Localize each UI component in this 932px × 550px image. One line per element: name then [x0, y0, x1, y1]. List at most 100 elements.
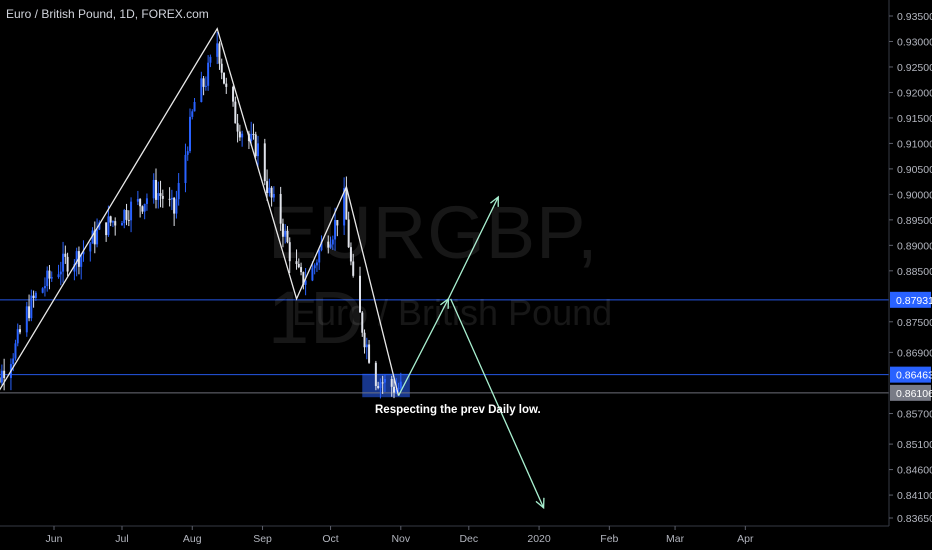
candle-body — [200, 78, 203, 103]
candle-body — [300, 267, 303, 273]
time-tick-label: Aug — [183, 533, 202, 545]
candle-body — [28, 306, 31, 319]
candle-body — [139, 199, 142, 207]
candle-body — [311, 268, 314, 281]
candle-body — [0, 370, 3, 383]
candle-body — [263, 143, 266, 182]
candle-body — [64, 253, 67, 257]
candle-body — [381, 382, 384, 384]
candle-body — [320, 241, 323, 251]
candle-body — [268, 187, 271, 194]
candle-body — [48, 270, 51, 279]
watermark-symbol: EURGBP, 1D — [268, 191, 599, 359]
candle-body — [0, 377, 1, 383]
candle-body — [93, 230, 96, 245]
candle-body — [368, 344, 371, 363]
candle-body — [186, 151, 189, 155]
candle-body — [14, 343, 17, 359]
candle-body — [270, 187, 273, 198]
candle-body — [225, 83, 228, 87]
price-tick-label: 0.93500 — [897, 11, 932, 23]
price-label-box — [890, 291, 931, 308]
candle-body — [363, 332, 366, 348]
candle-body — [127, 219, 130, 221]
candle-body — [145, 198, 148, 204]
candle-body — [209, 56, 212, 63]
drawing-layer — [0, 27, 545, 510]
arrowhead-up-icon — [490, 195, 499, 207]
price-axis: 0.93500 0.93000 0.92500 0.92000 0.91500 0.910… — [888, 0, 932, 526]
candle-body — [202, 78, 205, 87]
candle-body — [159, 193, 162, 196]
candle-body — [130, 201, 133, 221]
price-label: 0.86463 — [896, 370, 932, 382]
price-tick-label: 0.89000 — [897, 240, 932, 252]
candle-body — [57, 274, 60, 278]
price-tick-label: 0.90000 — [897, 189, 932, 201]
price-tick-label: 0.89500 — [897, 215, 932, 227]
time-tick-label: Apr — [737, 533, 754, 545]
candle-body — [302, 272, 305, 285]
candle-body — [155, 179, 157, 200]
candle-body — [170, 197, 173, 200]
candle-body — [207, 62, 210, 86]
candle-body — [143, 203, 146, 212]
candle-body — [365, 344, 368, 348]
candle-body — [347, 219, 350, 248]
time-tick-label: Nov — [391, 533, 410, 545]
candle-body — [66, 256, 69, 272]
chart-title: Euro / British Pound, 1D, FOREX.com — [6, 7, 209, 21]
candle-body — [105, 222, 108, 236]
candlestick-series — [0, 31, 402, 399]
candle-body — [173, 197, 176, 214]
candle-body — [3, 370, 6, 378]
candle-body — [141, 206, 144, 212]
candle-body — [125, 210, 128, 220]
time-tick-label: Sep — [253, 533, 272, 545]
candle-body — [136, 199, 139, 202]
price-label: 0.87931 — [896, 295, 932, 307]
candle-body — [46, 270, 49, 287]
time-tick-label: Oct — [322, 533, 338, 545]
candle-body — [41, 288, 44, 293]
candle-body — [62, 253, 65, 272]
candle-body — [89, 243, 92, 252]
candle-body — [272, 193, 275, 198]
price-tick-label: 0.92000 — [897, 87, 932, 99]
candle-body — [32, 295, 35, 299]
candle-body — [397, 388, 400, 390]
candle-body — [80, 254, 83, 267]
watermark-name: Euro / British Pound — [292, 292, 613, 333]
candle-body — [352, 261, 355, 276]
candle-body — [393, 386, 395, 393]
price-tick-label: 0.88500 — [897, 266, 932, 278]
candle-body — [168, 198, 171, 200]
candle-body — [399, 381, 402, 389]
candle-body — [161, 195, 164, 199]
candle-body — [349, 247, 352, 262]
candle-body — [238, 131, 241, 138]
candle-body — [236, 123, 239, 132]
price-tick-label: 0.85700 — [897, 409, 932, 421]
annotation-text[interactable]: Respecting the prev Daily low. — [375, 404, 541, 416]
support-zone — [362, 373, 410, 398]
candle-body — [327, 241, 330, 248]
candle-body — [331, 239, 334, 245]
candle-body — [286, 230, 289, 243]
price-tick-label: 0.92500 — [897, 62, 932, 74]
candle-body — [313, 265, 316, 269]
price-tick-label: 0.84600 — [897, 465, 932, 477]
candle-body — [232, 86, 235, 102]
candle-body — [204, 85, 207, 87]
candle-body — [114, 221, 117, 226]
candle-body — [30, 295, 33, 319]
candle-body — [379, 382, 382, 389]
candle-body — [191, 111, 194, 117]
time-tick-label: 2020 — [527, 533, 551, 545]
candle-body — [189, 116, 191, 152]
horizontal-price-lines — [0, 299, 889, 394]
candle-body — [383, 378, 386, 383]
candle-body — [279, 193, 282, 224]
candle-body — [257, 143, 259, 157]
